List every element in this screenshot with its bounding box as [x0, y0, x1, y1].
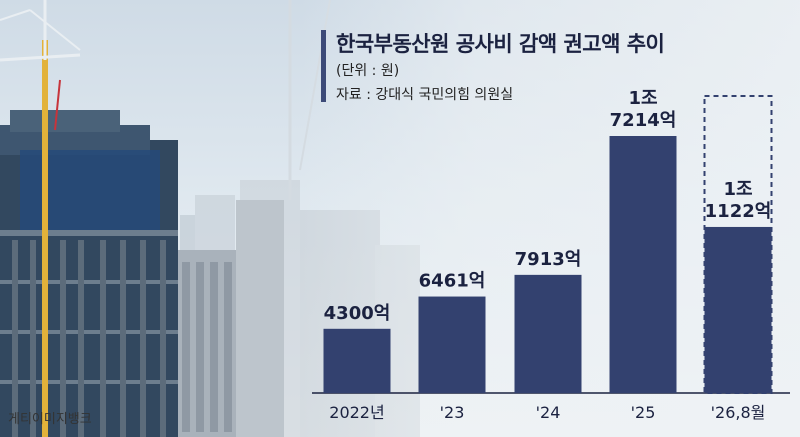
chart-title: 한국부동산원 공사비 감액 권고액 추이 — [336, 32, 665, 56]
x-tick-label-3: '25 — [631, 403, 656, 422]
value-label-0-0: 4300억 — [324, 303, 391, 324]
value-label-1-0: 6461억 — [419, 271, 486, 292]
x-tick-label-2: '24 — [536, 403, 561, 422]
unit-label: (단위 : 원) — [336, 63, 400, 79]
value-label-3-1: 7214억 — [610, 110, 677, 131]
bar-2 — [514, 274, 582, 393]
x-tick-label-4: '26,8월 — [711, 403, 766, 422]
x-tick-label-0: 2022년 — [329, 403, 384, 422]
bar-3 — [609, 136, 677, 393]
photo-credit: 게티이미지뱅크 — [8, 412, 92, 427]
bar-0 — [323, 328, 391, 393]
bar-4 — [704, 226, 772, 393]
bar-1 — [418, 296, 486, 393]
value-label-4-1: 1122억 — [705, 201, 772, 222]
value-label-2-0: 7913억 — [515, 249, 582, 270]
x-tick-label-1: '23 — [440, 403, 465, 422]
value-label-4-0: 1조 — [723, 179, 752, 200]
value-label-3-0: 1조 — [628, 88, 657, 109]
source-label: 자료 : 강대식 국민의힘 의원실 — [336, 87, 514, 103]
title-accent-bar — [321, 30, 326, 102]
